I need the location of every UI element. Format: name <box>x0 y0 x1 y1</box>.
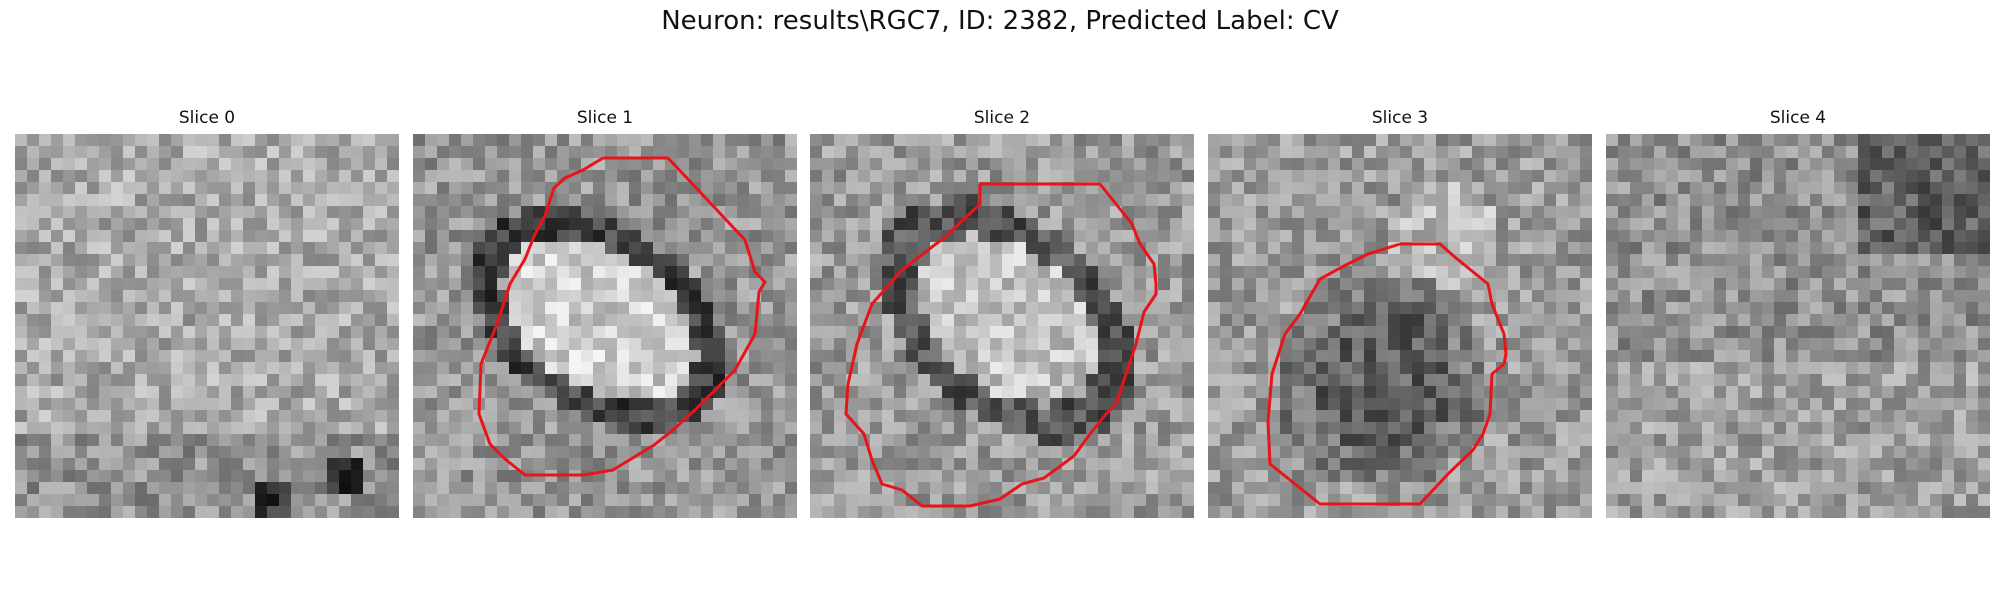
figure-title: Neuron: results\RGC7, ID: 2382, Predicte… <box>661 6 1339 36</box>
micrograph-canvas <box>15 134 399 518</box>
slice-panel-1: Slice 1 <box>413 106 797 518</box>
segmentation-contour <box>1266 242 1508 506</box>
slice-title: Slice 2 <box>973 108 1031 128</box>
contour-line <box>844 182 1158 508</box>
micrograph-canvas <box>810 134 1194 518</box>
segmentation-contour <box>844 182 1158 508</box>
slice-image <box>1606 134 1990 518</box>
micrograph-canvas <box>1606 134 1990 518</box>
micrograph-canvas <box>413 134 797 518</box>
slice-panel-4: Slice 4 <box>1606 106 1990 518</box>
slice-title: Slice 1 <box>576 108 634 128</box>
slice-panel-3: Slice 3 <box>1208 106 1592 518</box>
slice-image <box>413 134 797 518</box>
contour-line <box>1266 242 1508 506</box>
slice-title: Slice 0 <box>178 108 236 128</box>
slice-panel-2: Slice 2 <box>810 106 1194 518</box>
micrograph-canvas <box>1208 134 1592 518</box>
slice-panel-0: Slice 0 <box>15 106 399 518</box>
slice-title: Slice 4 <box>1769 108 1827 128</box>
slice-title: Slice 3 <box>1371 108 1429 128</box>
slice-image <box>15 134 399 518</box>
slice-image <box>1208 134 1592 518</box>
segmentation-contour <box>477 156 767 477</box>
slice-image <box>810 134 1194 518</box>
contour-line <box>477 156 767 477</box>
